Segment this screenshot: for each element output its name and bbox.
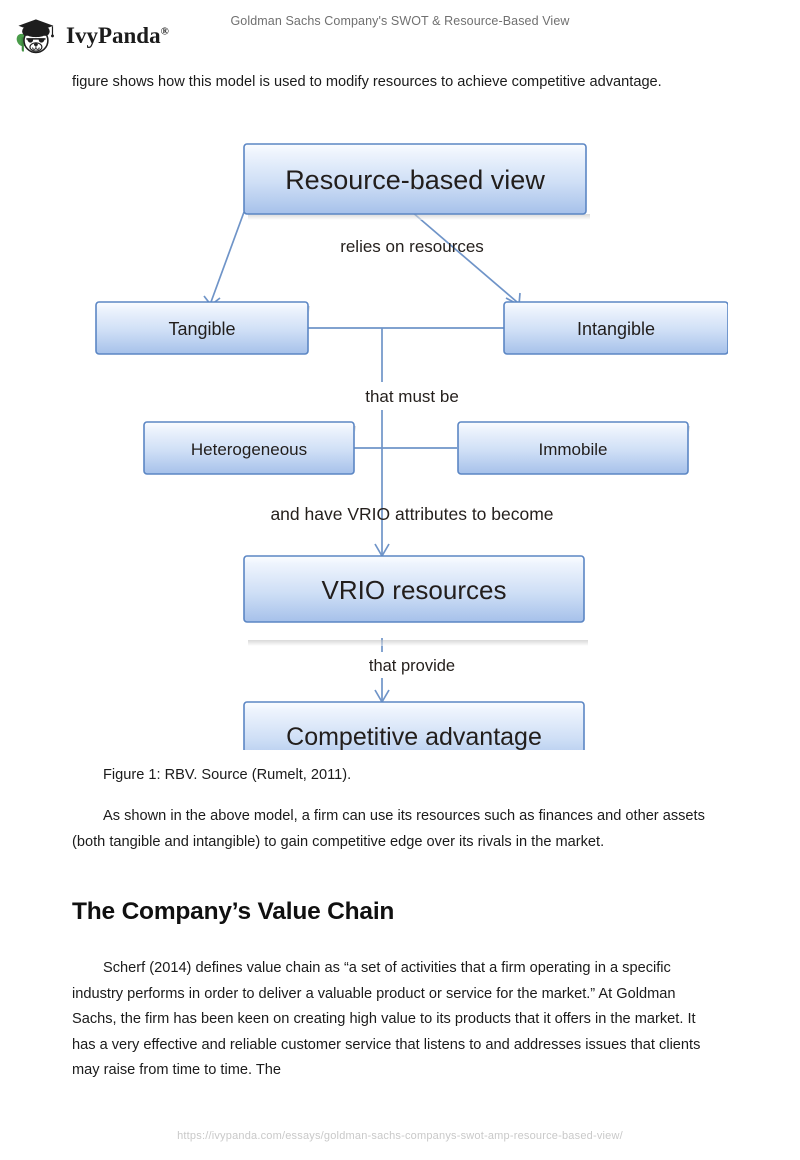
registered-mark: ® bbox=[160, 25, 169, 38]
diagram-box-advantage-label: Competitive advantage bbox=[286, 723, 542, 750]
figure-caption-block: Figure 1: RBV. Source (Rumelt, 2011). bbox=[72, 763, 720, 789]
section-heading-block: The Company’s Value Chain bbox=[72, 898, 720, 926]
diagram-box-intangible-label: Intangible bbox=[577, 319, 655, 339]
rbv-diagram-svg: Resource-based view Tangible Intangible … bbox=[95, 143, 728, 750]
paragraph-after-figure: As shown in the above model, a firm can … bbox=[72, 808, 705, 850]
paragraph-after-figure-block: As shown in the above model, a firm can … bbox=[72, 804, 720, 855]
diagram-box-vrio: VRIO resources bbox=[243, 555, 585, 623]
diagram-box-advantage: Competitive advantage bbox=[243, 701, 585, 750]
panda-graduate-logo-icon bbox=[16, 19, 54, 54]
paragraph-intro: figure shows how this model is used to m… bbox=[72, 74, 662, 90]
diagram-box-tangible: Tangible bbox=[95, 301, 309, 355]
diagram-box-rbv: Resource-based view bbox=[243, 143, 587, 215]
paragraph-value-chain: Scherf (2014) defines value chain as “a … bbox=[72, 960, 701, 1078]
brand-name: IvyPanda® bbox=[66, 23, 169, 48]
connector-rbv-intangible bbox=[411, 211, 518, 303]
diagram-box-heterogeneous: Heterogeneous bbox=[143, 421, 355, 475]
connector-label-provide: that provide bbox=[369, 657, 455, 675]
rbv-diagram: Resource-based view Tangible Intangible … bbox=[72, 130, 728, 750]
diagram-box-vrio-label: VRIO resources bbox=[322, 575, 507, 605]
connector-rbv-tangible bbox=[210, 211, 245, 303]
diagram-box-immobile: Immobile bbox=[457, 421, 689, 475]
connector-label-must-be: that must be bbox=[365, 387, 459, 406]
page-header: IvyPanda® Goldman Sachs Company's SWOT &… bbox=[0, 0, 800, 62]
diagram-box-heterogeneous-label: Heterogeneous bbox=[191, 440, 307, 459]
page-title: The Company’s Value Chain bbox=[72, 898, 395, 925]
diagram-box-intangible: Intangible bbox=[503, 301, 728, 355]
paragraph-value-chain-block: Scherf (2014) defines value chain as “a … bbox=[72, 956, 720, 1084]
footer-source-url[interactable]: https://ivypanda.com/essays/goldman-sach… bbox=[177, 1130, 623, 1142]
diagram-box-immobile-label: Immobile bbox=[539, 440, 608, 459]
figure-caption: Figure 1: RBV. Source (Rumelt, 2011). bbox=[103, 767, 352, 783]
document-title: Goldman Sachs Company's SWOT & Resource-… bbox=[230, 14, 570, 28]
document-body: figure shows how this model is used to m… bbox=[72, 70, 720, 96]
diagram-box-tangible-label: Tangible bbox=[168, 319, 235, 339]
diagram-box-rbv-label: Resource-based view bbox=[285, 165, 545, 195]
brand-logo-link[interactable]: IvyPanda® bbox=[12, 12, 169, 58]
connector-label-relies: relies on resources bbox=[340, 237, 484, 256]
connector-label-vrio-attributes: and have VRIO attributes to become bbox=[270, 504, 553, 524]
